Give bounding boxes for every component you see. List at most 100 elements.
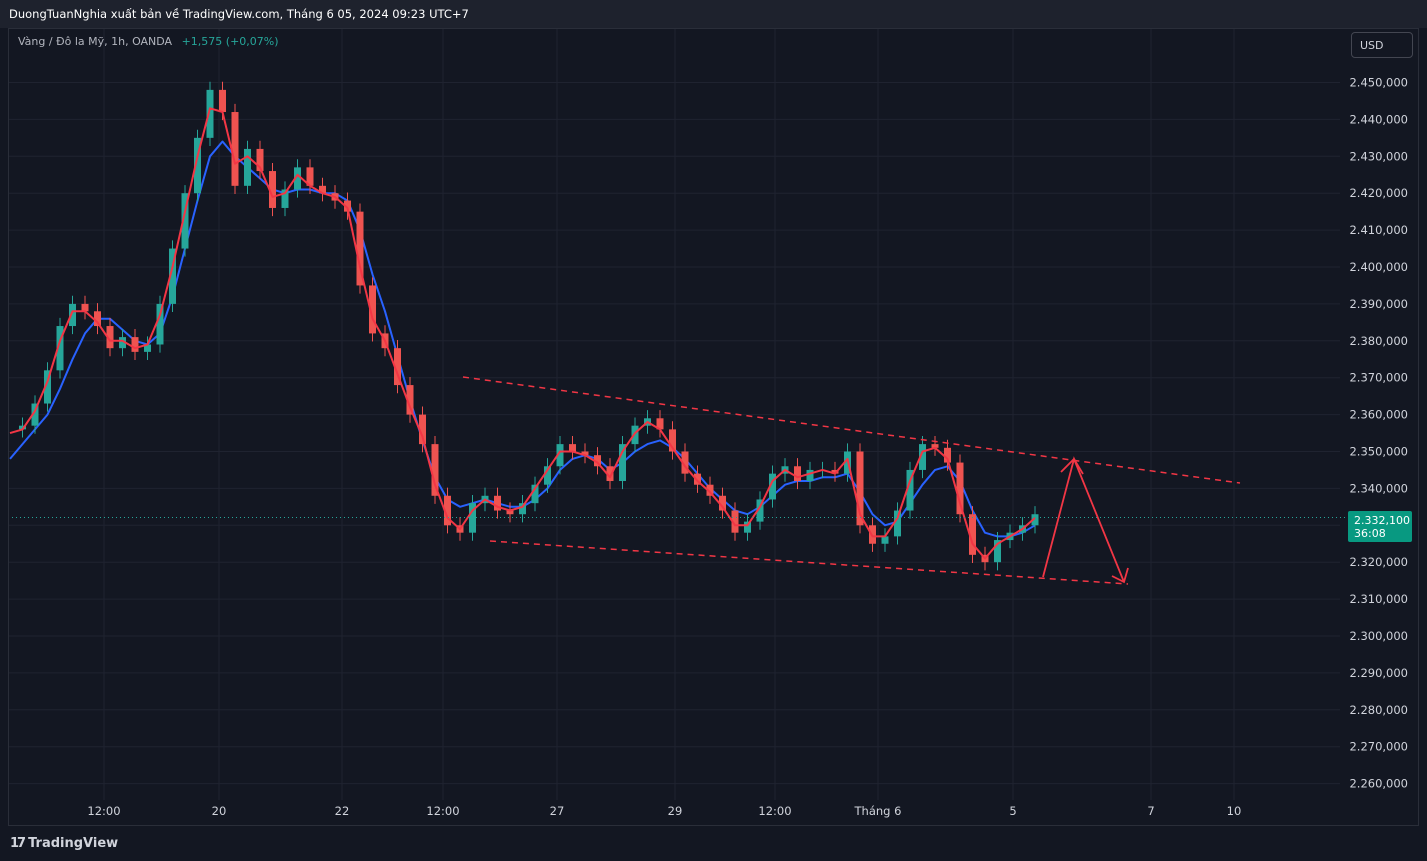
x-tick-label: 12:00 [758, 804, 791, 818]
tradingview-logo-icon: 17 [10, 836, 26, 851]
candle-body [194, 137, 201, 194]
symbol-change: +1,575 (+0,07%) [181, 35, 279, 48]
candle-body [269, 171, 276, 208]
candle-body [431, 444, 439, 496]
x-tick-label: 12:00 [87, 804, 120, 818]
candle-body [106, 326, 114, 349]
candle-body [306, 167, 314, 186]
tradingview-logo[interactable]: 17 TradingView [10, 836, 118, 851]
candle-body [119, 337, 126, 349]
y-tick-label: 2.450,000 [1349, 76, 1408, 90]
y-tick-label: 2.320,000 [1349, 555, 1408, 569]
currency-button[interactable]: USD [1351, 32, 1413, 58]
candle-body [744, 521, 751, 533]
y-tick-label: 2.300,000 [1349, 629, 1408, 643]
candle-body [569, 444, 576, 452]
tradingview-logo-text: TradingView [28, 836, 119, 851]
candle-body [706, 484, 714, 496]
y-tick-label: 2.420,000 [1349, 186, 1408, 200]
candle-body [531, 484, 539, 504]
candle-body [206, 89, 214, 138]
candle-body [944, 447, 951, 463]
candle-body [406, 385, 414, 415]
projection-arrow[interactable] [1042, 456, 1129, 584]
projection-arrowhead-down [1111, 567, 1129, 584]
candle-body [181, 193, 189, 249]
price-axis[interactable]: 2.450,000 2.440,000 2.430,000 2.420,000 2.41… [1349, 76, 1408, 791]
candle-body [556, 444, 564, 467]
y-tick-label: 2.260,000 [1349, 777, 1408, 791]
candle-body [131, 337, 139, 352]
candle-body [394, 348, 401, 386]
y-tick-label: 2.270,000 [1349, 740, 1408, 754]
candle-body [156, 303, 164, 345]
x-tick-label: 12:00 [426, 804, 459, 818]
candle-body [231, 112, 239, 186]
candle-body [731, 510, 739, 533]
candle-body [881, 536, 889, 544]
candle-body [169, 248, 176, 304]
channel-lines[interactable] [462, 376, 1241, 585]
candle-body [506, 510, 514, 515]
last-price-value: 2.332,100 [1354, 514, 1410, 527]
symbol-legend[interactable]: Vàng / Đô la Mỹ, 1h, OANDA +1,575 (+0,07… [18, 35, 279, 48]
y-tick-label: 2.280,000 [1349, 703, 1408, 717]
publisher-line: DuongTuanNghia xuất bản về TradingView.c… [9, 7, 469, 21]
y-tick-label: 2.310,000 [1349, 592, 1408, 606]
candle-body [594, 455, 601, 467]
candle-body [994, 540, 1001, 563]
candle-body [494, 495, 501, 511]
candle-body [1031, 514, 1039, 526]
candle-body [81, 303, 89, 312]
candle-body [419, 414, 426, 445]
candle-body [31, 403, 39, 426]
candle-body [256, 148, 264, 172]
projection-arrowhead-up [1060, 457, 1084, 475]
candle-body [681, 451, 689, 474]
x-tick-label: 5 [1009, 804, 1016, 818]
publisher-bar: DuongTuanNghia xuất bản về TradingView.c… [0, 0, 1427, 28]
candle-body [19, 425, 26, 430]
footer [0, 826, 1427, 861]
candle-body [894, 510, 901, 537]
fast-ma-layer [9, 107, 1036, 560]
y-tick-label: 2.370,000 [1349, 371, 1408, 385]
candle-body [356, 211, 364, 286]
candle-body [831, 469, 839, 474]
candle-body [319, 185, 326, 194]
x-tick-label: 27 [550, 804, 565, 818]
y-tick-label: 2.410,000 [1349, 223, 1408, 237]
chart-frame [8, 28, 1419, 826]
candle-body [631, 425, 639, 445]
candle-body [244, 148, 251, 186]
x-tick-label: 29 [668, 804, 683, 818]
candle-body [769, 473, 776, 500]
candle-body [581, 451, 589, 456]
candle-body [694, 473, 701, 485]
y-tick-label: 2.290,000 [1349, 666, 1408, 680]
candle-body [144, 344, 151, 352]
time-axis[interactable]: 12:00 20 22 12:00 27 29 12:00 Tháng 6 5 7 10 [87, 804, 1241, 818]
y-tick-label: 2.400,000 [1349, 260, 1408, 274]
y-tick-label: 2.390,000 [1349, 297, 1408, 311]
candle-body [606, 466, 614, 482]
x-tick-label: 10 [1227, 804, 1242, 818]
candle-body [94, 311, 101, 327]
candle-body [344, 200, 351, 212]
candle-body [669, 429, 676, 452]
candle-body [719, 495, 726, 511]
channel-upper-line [462, 376, 1241, 484]
candle-body [956, 462, 964, 515]
candle-body [544, 466, 551, 485]
y-tick-label: 2.340,000 [1349, 481, 1408, 495]
x-tick-label: 22 [335, 804, 350, 818]
last-price-tag: 2.332,100 36:08 [1348, 511, 1412, 542]
candle-body [806, 469, 814, 482]
y-tick-label: 2.430,000 [1349, 149, 1408, 163]
candle-body [369, 285, 376, 334]
y-tick-label: 2.350,000 [1349, 445, 1408, 459]
candle-body [444, 495, 451, 526]
symbol-name: Vàng / Đô la Mỹ, 1h, OANDA [18, 35, 173, 48]
candle-body [56, 326, 64, 371]
